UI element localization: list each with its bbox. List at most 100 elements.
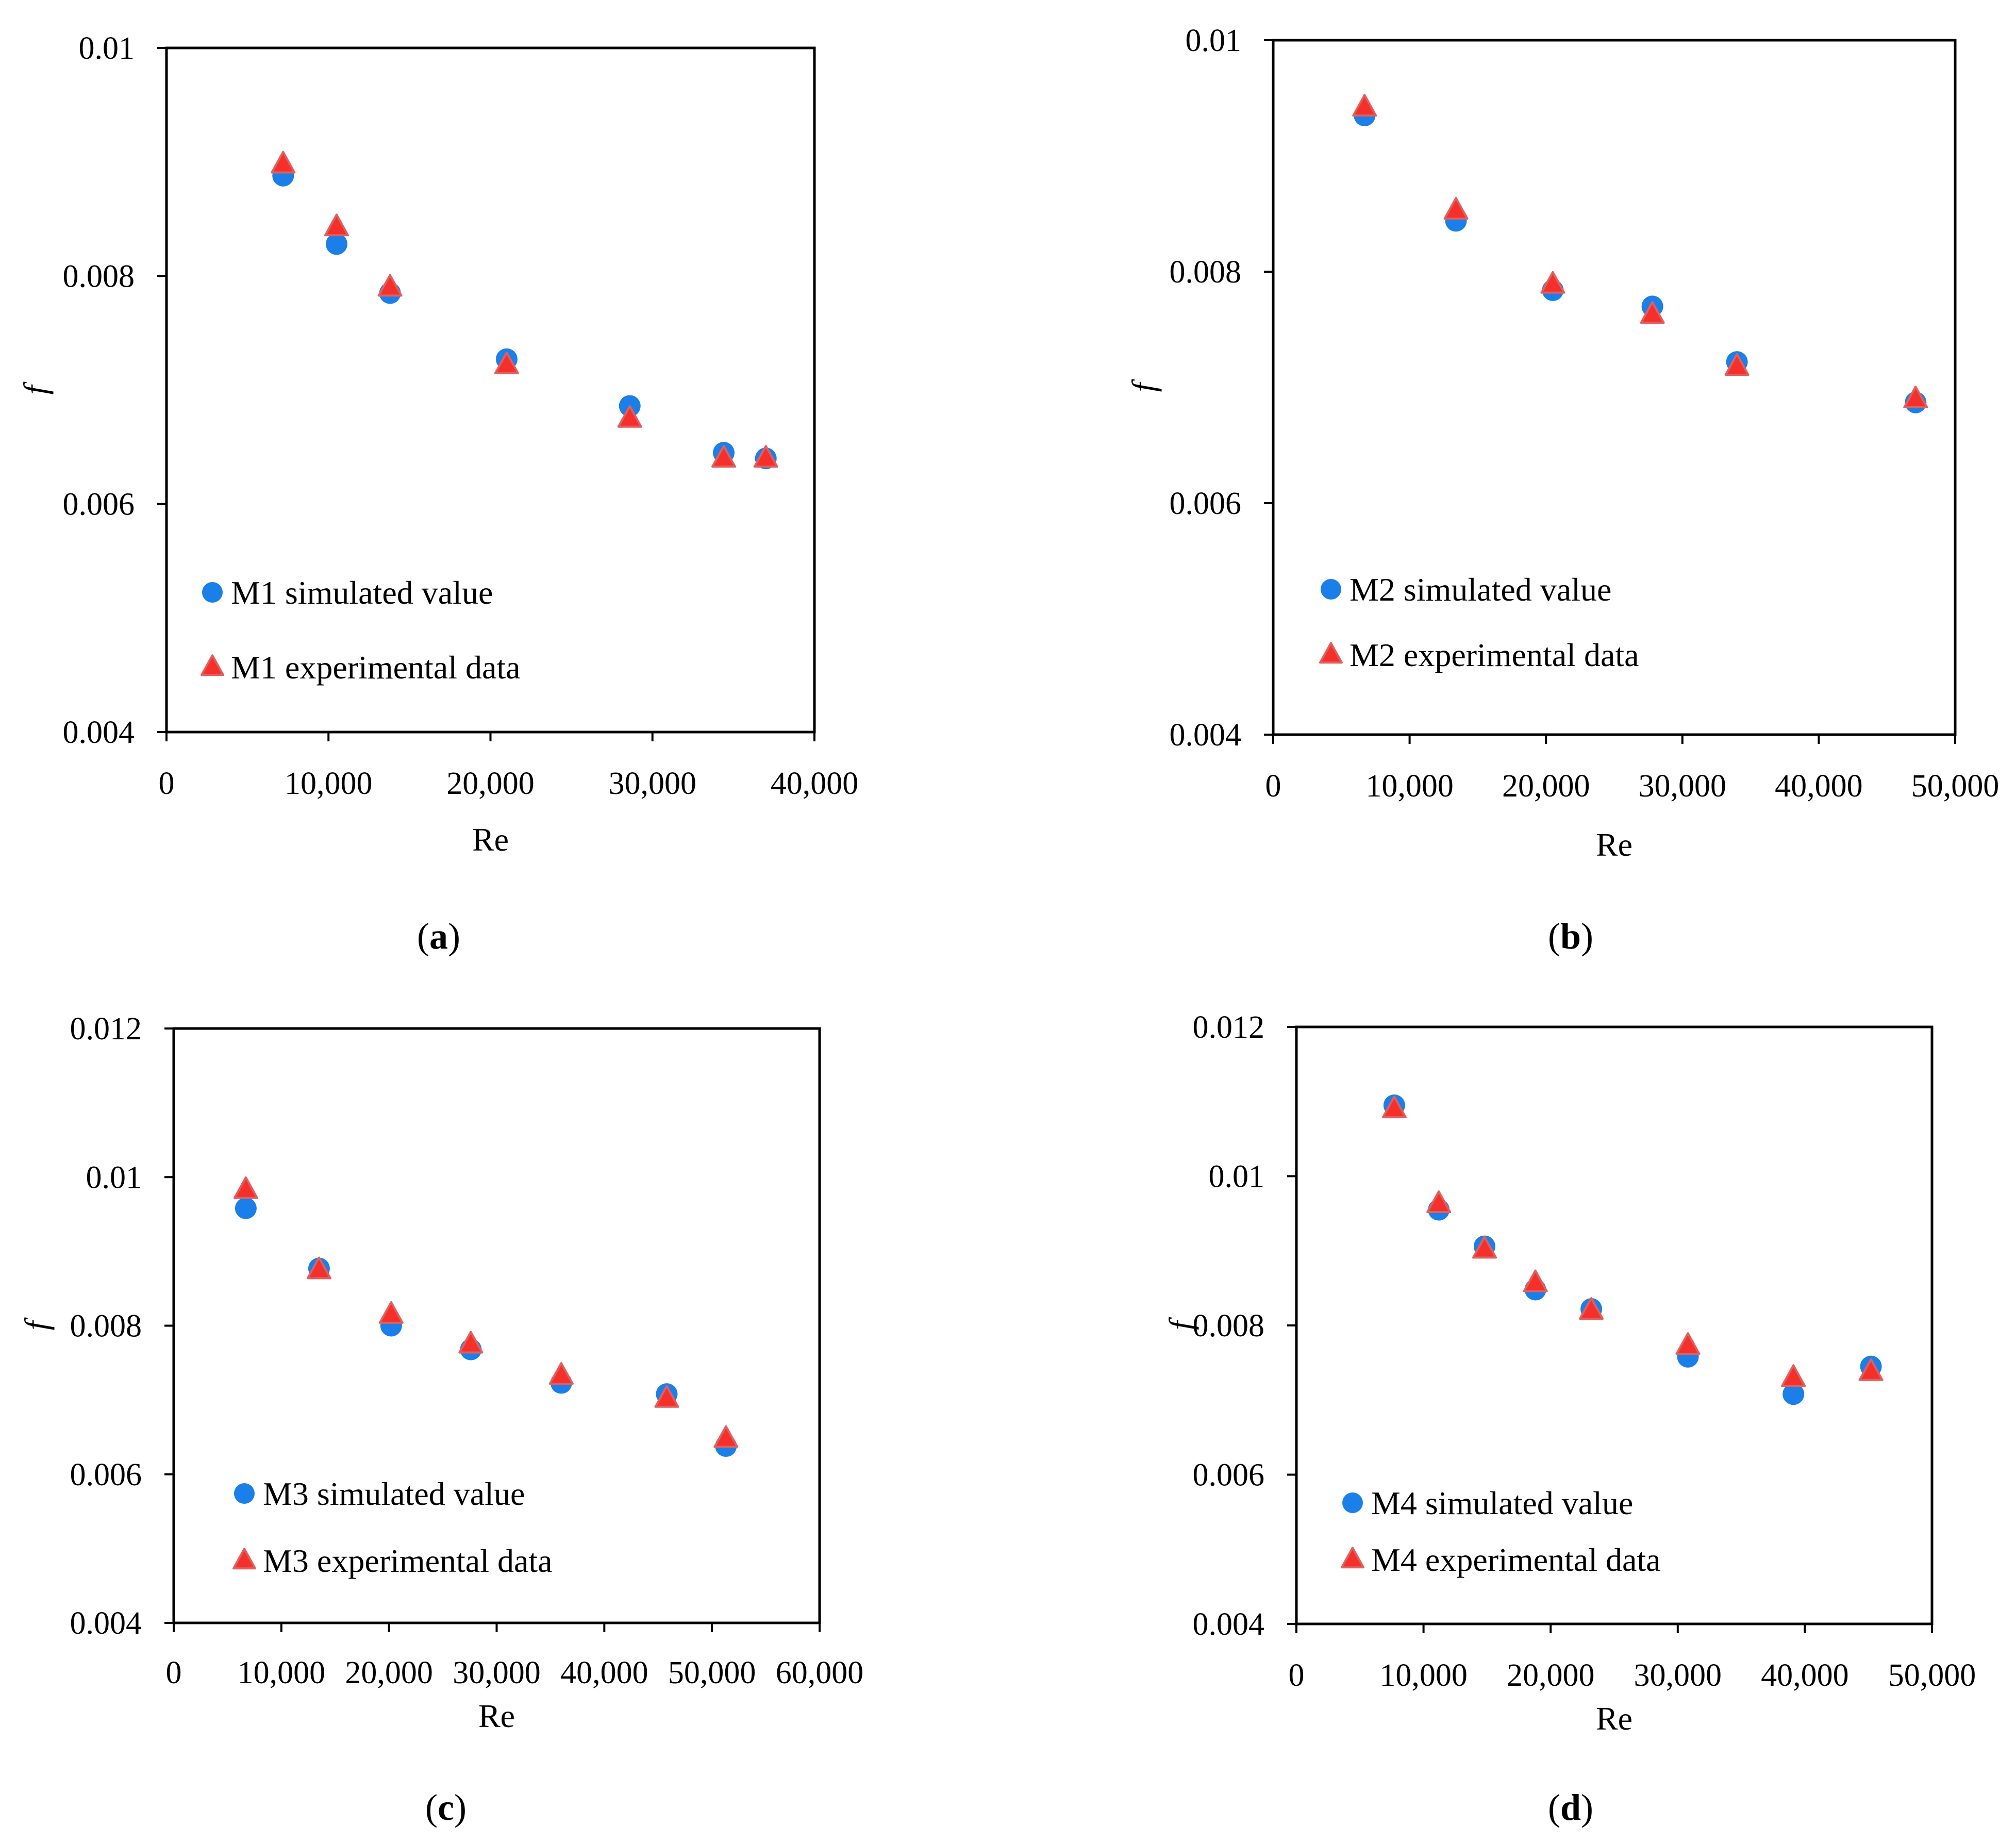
caption-open-paren: (	[417, 916, 429, 957]
x-tick-label: 0	[159, 766, 175, 801]
y-tick-label: 0.008	[63, 259, 135, 294]
caption-close-paren: )	[1581, 916, 1593, 957]
y-tick-label: 0.006	[63, 487, 135, 522]
experimental-point	[654, 1385, 679, 1408]
x-tick-label: 30,000	[1634, 1658, 1722, 1693]
simulated-point	[235, 1197, 257, 1219]
legend-circle-marker	[1321, 579, 1341, 600]
plot-frame	[172, 1027, 821, 1624]
y-tick-label: 0.008	[1170, 255, 1242, 290]
simulated-point	[325, 233, 347, 255]
x-tick-label: 0	[166, 1655, 182, 1690]
x-tick-label: 10,000	[1379, 1658, 1468, 1693]
x-tick-label: 40,000	[1761, 1658, 1849, 1693]
y-axis-label: f	[1125, 378, 1162, 392]
experimental-point	[1781, 1364, 1806, 1387]
experimental-point	[1724, 353, 1750, 376]
legend-entry-label: M3 simulated value	[263, 1475, 525, 1512]
y-tick-label: 0.012	[70, 1011, 142, 1047]
experimental-point	[1903, 386, 1928, 408]
x-tick-label: 0	[1265, 769, 1281, 804]
experimental-point	[1640, 301, 1665, 324]
y-axis-label: f	[17, 381, 54, 394]
legend: M1 simulated value M1 experimental data	[201, 574, 521, 686]
caption-open-paren: (	[1548, 1787, 1560, 1828]
caption-open-paren: (	[1548, 916, 1560, 957]
y-tick-label: 0.01	[86, 1160, 142, 1195]
experimental-point	[324, 213, 349, 237]
y-tick-label: 0.01	[1209, 1159, 1265, 1194]
caption-letter: d	[1560, 1787, 1581, 1828]
panel-caption: (b)	[1548, 916, 1593, 957]
experimental-point	[1426, 1190, 1452, 1214]
x-tick-label: 40,000	[771, 766, 859, 801]
experimental-point	[378, 1301, 404, 1324]
x-tick-label: 60,000	[776, 1655, 864, 1690]
legend-triangle-marker	[232, 1548, 256, 1570]
x-tick-label: 30,000	[453, 1655, 541, 1690]
plot-frame	[165, 46, 816, 734]
experimental-point	[548, 1362, 574, 1385]
x-tick-label: 40,000	[1775, 769, 1863, 804]
x-tick-label: 50,000	[668, 1655, 756, 1690]
panel-caption: (a)	[417, 916, 460, 957]
legend: M4 simulated value M4 experimental data	[1341, 1485, 1661, 1578]
simulated-point	[1782, 1383, 1805, 1405]
experimental-point	[1472, 1236, 1497, 1259]
caption-close-paren: )	[1581, 1787, 1593, 1828]
x-tick-label: 10,000	[238, 1655, 326, 1690]
caption-open-paren: (	[425, 1787, 438, 1828]
experimental-point	[617, 405, 642, 428]
x-tick-label: 40,000	[560, 1655, 648, 1690]
legend-entry-label: M3 experimental data	[263, 1542, 553, 1579]
x-axis-label: Re	[1596, 1700, 1632, 1737]
x-tick-label: 20,000	[345, 1655, 433, 1690]
y-tick-label: 0.006	[1193, 1458, 1265, 1493]
experimental-point	[271, 151, 296, 174]
y-tick-label: 0.004	[70, 1606, 142, 1641]
caption-close-paren: )	[448, 916, 460, 957]
y-tick-label: 0.008	[70, 1309, 142, 1344]
chart-panel-c: 0 10,000 20,000 30,000 40,000 50,000 60,000 0.0…	[18, 1011, 863, 1828]
x-tick-label: 30,000	[609, 766, 697, 801]
x-tick-label: 20,000	[1502, 769, 1590, 804]
legend-entry-label: M4 experimental data	[1371, 1541, 1661, 1578]
legend-entry-label: M1 experimental data	[231, 649, 521, 686]
y-tick-label: 0.004	[1170, 718, 1242, 753]
legend-circle-marker	[1342, 1492, 1363, 1513]
legend-triangle-marker	[1341, 1547, 1364, 1569]
experimental-point	[711, 445, 737, 468]
legend-entry-label: M4 simulated value	[1371, 1485, 1633, 1521]
experimental-point	[713, 1425, 739, 1448]
x-axis-label: Re	[478, 1698, 515, 1734]
x-tick-label: 50,000	[1888, 1658, 1976, 1693]
y-tick-label: 0.004	[63, 715, 135, 750]
x-tick-label: 10,000	[1365, 769, 1454, 804]
caption-letter: b	[1560, 916, 1581, 957]
experimental-point	[1352, 94, 1377, 117]
legend-circle-marker	[202, 582, 223, 603]
x-tick-label: 10,000	[285, 766, 373, 801]
legend: M2 simulated value M2 experimental data	[1319, 571, 1639, 673]
panel-caption: (c)	[425, 1787, 466, 1828]
y-tick-label: 0.008	[1193, 1308, 1265, 1343]
experimental-point	[458, 1331, 484, 1354]
legend-entry-label: M2 experimental data	[1349, 637, 1639, 673]
experimental-point	[494, 351, 519, 374]
experimental-point	[1579, 1297, 1604, 1320]
legend-entry-label: M2 simulated value	[1349, 571, 1611, 608]
y-tick-label: 0.012	[1193, 1010, 1265, 1045]
y-tick-label: 0.004	[1193, 1607, 1265, 1642]
caption-letter: c	[438, 1787, 454, 1828]
panel-caption: (d)	[1548, 1787, 1593, 1828]
legend-circle-marker	[234, 1483, 255, 1504]
plot-frame	[1272, 39, 1957, 736]
experimental-point	[1540, 271, 1565, 294]
experimental-point	[1858, 1358, 1884, 1381]
x-axis-label: Re	[472, 821, 509, 858]
legend: M3 simulated value M3 experimental data	[232, 1475, 553, 1579]
experimental-point	[233, 1176, 258, 1199]
experimental-point	[1443, 197, 1469, 220]
x-tick-label: 50,000	[1911, 769, 2000, 804]
